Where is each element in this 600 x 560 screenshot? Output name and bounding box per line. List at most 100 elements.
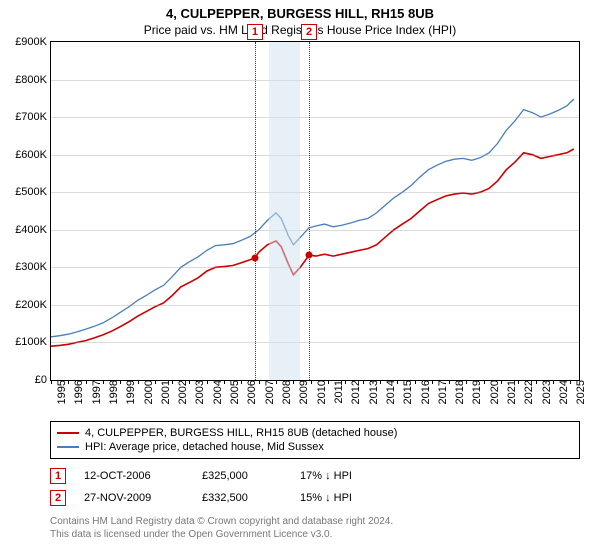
- x-axis-label: 2024: [556, 380, 570, 404]
- x-tick: [380, 380, 381, 384]
- y-axis-label: £0: [35, 374, 51, 386]
- gridline-h: [51, 80, 579, 81]
- x-axis-label: 2004: [210, 380, 224, 404]
- y-axis-label: £700K: [15, 111, 51, 123]
- y-axis-label: £100K: [15, 336, 51, 348]
- x-axis-label: 1996: [71, 380, 85, 404]
- series-line-hpi: [51, 99, 574, 337]
- legend-label: 4, CULPEPPER, BURGESS HILL, RH15 8UB (de…: [85, 427, 397, 439]
- transaction-price: £325,000: [202, 470, 282, 482]
- x-tick: [466, 380, 467, 384]
- transaction-delta: 17% ↓ HPI: [300, 470, 352, 482]
- x-axis-label: 2014: [383, 380, 397, 404]
- y-axis-label: £900K: [15, 36, 51, 48]
- x-axis-label: 2017: [435, 380, 449, 404]
- y-axis-label: £300K: [15, 261, 51, 273]
- x-axis-label: 2010: [314, 380, 328, 404]
- x-tick: [415, 380, 416, 384]
- gridline-h: [51, 267, 579, 268]
- x-tick: [501, 380, 502, 384]
- x-tick: [138, 380, 139, 384]
- x-axis-label: 2025: [573, 380, 587, 404]
- gridline-h: [51, 342, 579, 343]
- x-axis-label: 2012: [348, 380, 362, 404]
- transaction-date: 12-OCT-2006: [84, 470, 184, 482]
- chart-plot-area: £0£100K£200K£300K£400K£500K£600K£700K£80…: [50, 41, 580, 381]
- transaction-delta: 15% ↓ HPI: [300, 492, 352, 504]
- x-axis-label: 2003: [192, 380, 206, 404]
- gridline-h: [51, 155, 579, 156]
- x-tick: [536, 380, 537, 384]
- x-tick: [172, 380, 173, 384]
- series-line-price_paid: [51, 149, 574, 346]
- x-axis-label: 2008: [279, 380, 293, 404]
- x-axis-label: 1998: [106, 380, 120, 404]
- x-tick: [484, 380, 485, 384]
- x-tick: [51, 380, 52, 384]
- footer-line: Contains HM Land Registry data © Crown c…: [50, 515, 580, 528]
- gridline-h: [51, 230, 579, 231]
- marker-line: [255, 42, 256, 380]
- x-axis-label: 2022: [521, 380, 535, 404]
- transaction-row: 1 12-OCT-2006 £325,000 17% ↓ HPI: [50, 465, 580, 487]
- x-tick: [120, 380, 121, 384]
- x-tick: [86, 380, 87, 384]
- x-axis-label: 2021: [504, 380, 518, 404]
- x-axis-label: 2020: [487, 380, 501, 404]
- legend-swatch: [57, 432, 79, 434]
- x-tick: [518, 380, 519, 384]
- x-axis-label: 2005: [227, 380, 241, 404]
- x-tick: [311, 380, 312, 384]
- chart-svg: [51, 42, 579, 380]
- x-axis-label: 1999: [123, 380, 137, 404]
- footer-line: This data is licensed under the Open Gov…: [50, 528, 580, 541]
- x-tick: [207, 380, 208, 384]
- legend-label: HPI: Average price, detached house, Mid …: [85, 441, 324, 453]
- gridline-h: [51, 117, 579, 118]
- x-tick: [259, 380, 260, 384]
- x-axis-label: 2007: [262, 380, 276, 404]
- x-tick: [345, 380, 346, 384]
- marker-label: 1: [247, 24, 263, 40]
- x-tick: [397, 380, 398, 384]
- marker-dot: [306, 252, 313, 259]
- x-axis-label: 2006: [244, 380, 258, 404]
- x-tick: [570, 380, 571, 384]
- transaction-marker: 2: [50, 490, 66, 506]
- transaction-price: £332,500: [202, 492, 282, 504]
- marker-line: [309, 42, 310, 380]
- x-axis-label: 2001: [158, 380, 172, 404]
- transaction-marker: 1: [50, 468, 66, 484]
- x-axis-label: 2018: [452, 380, 466, 404]
- x-axis-label: 2019: [469, 380, 483, 404]
- legend-item: 4, CULPEPPER, BURGESS HILL, RH15 8UB (de…: [57, 426, 573, 440]
- x-axis-label: 2011: [331, 380, 345, 404]
- x-tick: [241, 380, 242, 384]
- x-axis-label: 1997: [89, 380, 103, 404]
- transactions-table: 1 12-OCT-2006 £325,000 17% ↓ HPI 2 27-NOV-200…: [50, 465, 580, 509]
- x-axis-label: 2015: [400, 380, 414, 404]
- legend-box: 4, CULPEPPER, BURGESS HILL, RH15 8UB (de…: [50, 421, 580, 459]
- y-axis-label: £500K: [15, 186, 51, 198]
- x-axis-label: 2023: [539, 380, 553, 404]
- x-tick: [432, 380, 433, 384]
- gridline-h: [51, 305, 579, 306]
- x-tick: [328, 380, 329, 384]
- x-axis-label: 1995: [54, 380, 68, 404]
- x-tick: [276, 380, 277, 384]
- y-axis-label: £800K: [15, 74, 51, 86]
- x-axis-label: 2002: [175, 380, 189, 404]
- x-axis-label: 2016: [418, 380, 432, 404]
- transaction-date: 27-NOV-2009: [84, 492, 184, 504]
- y-axis-label: £400K: [15, 224, 51, 236]
- x-tick: [68, 380, 69, 384]
- x-axis-label: 2009: [296, 380, 310, 404]
- marker-dot: [251, 254, 258, 261]
- y-axis-label: £200K: [15, 299, 51, 311]
- transaction-row: 2 27-NOV-2009 £332,500 15% ↓ HPI: [50, 487, 580, 509]
- x-tick: [363, 380, 364, 384]
- x-tick: [553, 380, 554, 384]
- gridline-h: [51, 192, 579, 193]
- x-tick: [155, 380, 156, 384]
- legend-swatch: [57, 446, 79, 448]
